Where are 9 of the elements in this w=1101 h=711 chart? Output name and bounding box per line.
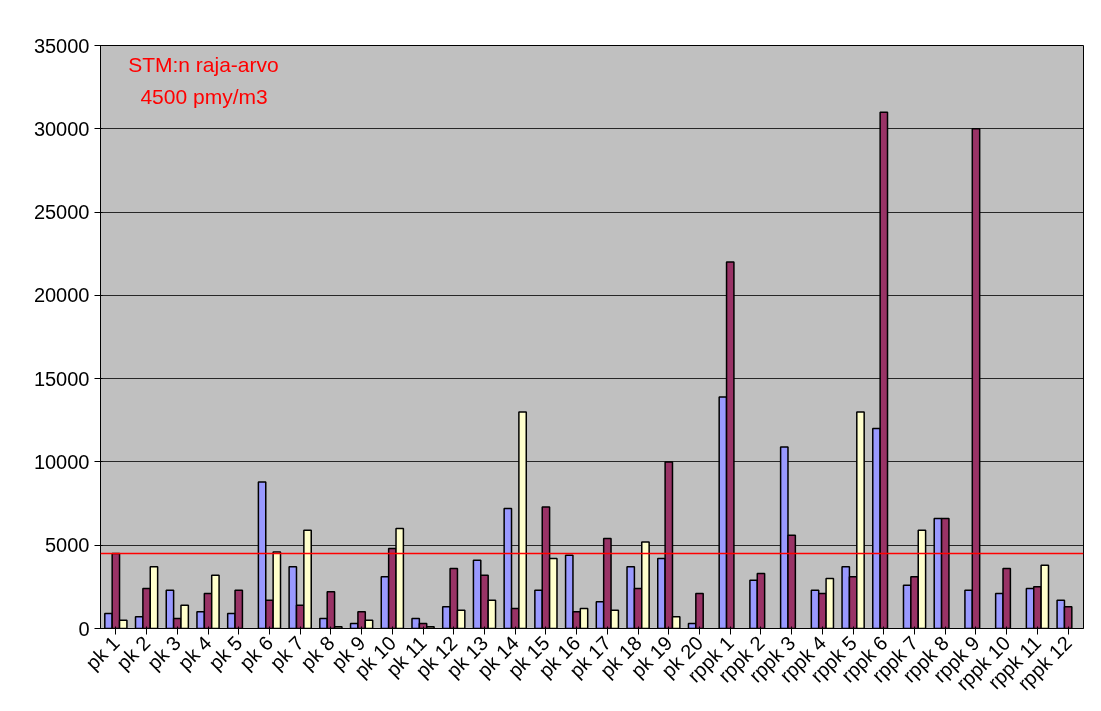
y-tick-label: 10000	[33, 450, 90, 473]
y-tick-label: 0	[78, 617, 90, 640]
y-tick-label: 5000	[45, 534, 90, 557]
ref-line-label: STM:n raja-arvo 4500 pmy/m3	[128, 52, 279, 108]
y-tick-label: 35000	[33, 34, 90, 57]
y-tick-label: 25000	[33, 201, 90, 224]
y-tick-label: 15000	[33, 367, 90, 390]
y-tick-label: 20000	[33, 284, 90, 307]
y-tick-label: 30000	[33, 117, 90, 140]
